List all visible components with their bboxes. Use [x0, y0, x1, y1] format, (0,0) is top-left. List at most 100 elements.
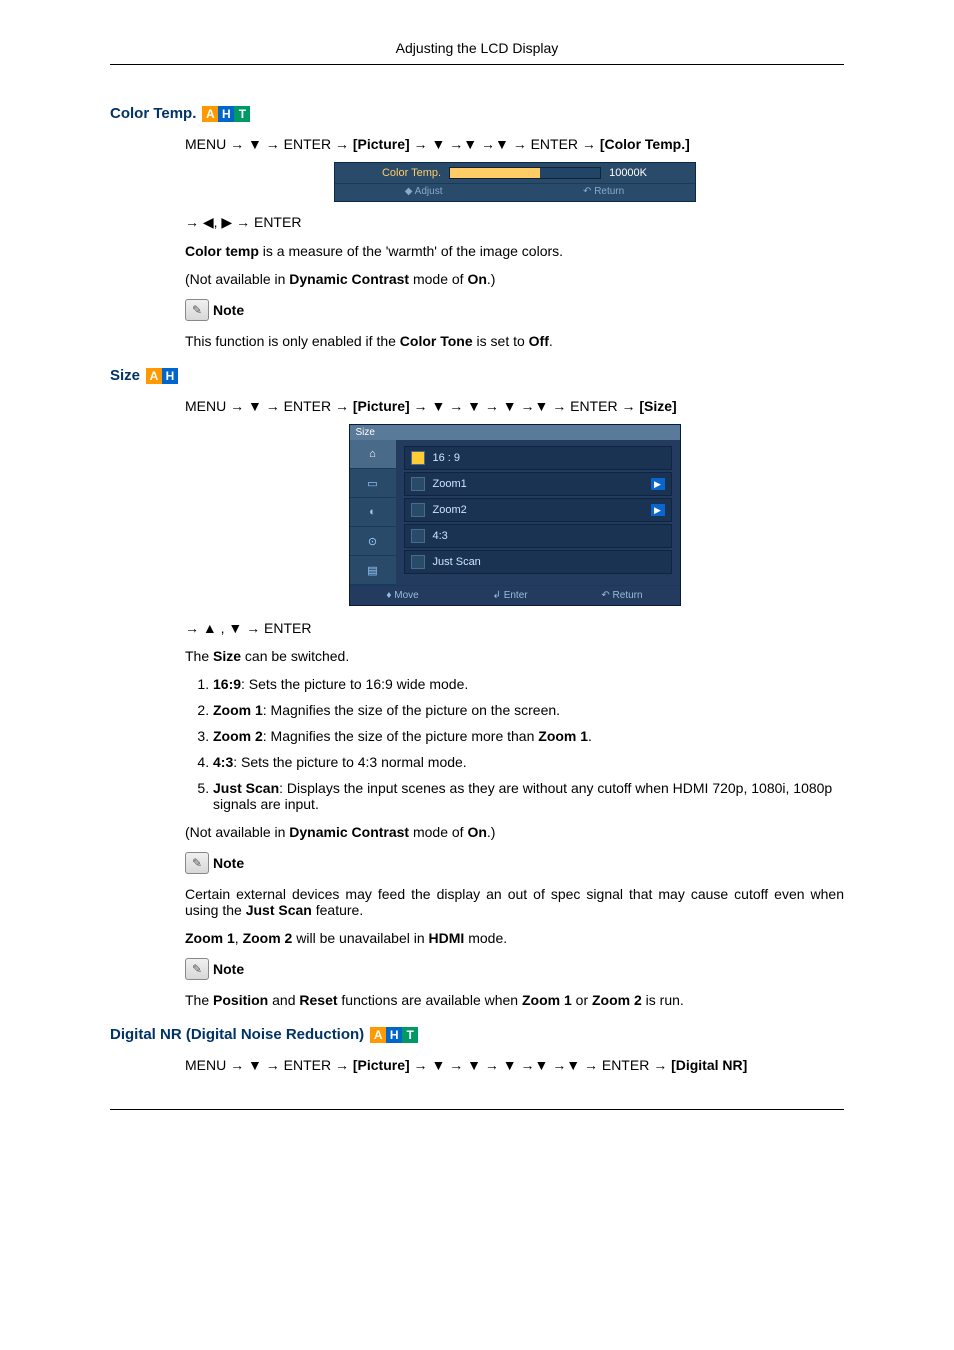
badge-a-icon: A — [370, 1027, 386, 1043]
paragraph: The Position and Reset functions are ava… — [185, 992, 844, 1008]
bold-text: Zoom 1 — [213, 702, 263, 718]
check-icon — [411, 451, 425, 465]
nav-text: → ▼ → ▼ → ▼ →▼ → ENTER → — [410, 398, 640, 414]
osd-tabs: ⌂ ▭ ◐ ⊙ ▤ — [350, 440, 396, 585]
text: is a measure of the 'warmth' of the imag… — [259, 243, 563, 259]
arrow-right-icon: ▶ — [651, 504, 665, 516]
list-item: 4:3: Sets the picture to 4:3 normal mode… — [213, 754, 844, 770]
osd-foot-enter: ↲ Enter — [493, 590, 528, 601]
option-label: 16 : 9 — [433, 452, 461, 464]
list-item: Zoom 2: Magnifies the size of the pictur… — [213, 728, 844, 744]
text: mode of — [409, 824, 467, 840]
text: can be switched. — [241, 648, 349, 664]
heading-text: Digital NR (Digital Noise Reduction) — [110, 1026, 364, 1043]
nav-path: MENU → ▼ → ENTER → [Picture] → ▼ →▼ →▼ →… — [185, 136, 844, 152]
bold-text: 4:3 — [213, 754, 233, 770]
tab-icon: ⊙ — [350, 527, 396, 556]
osd-option: 16 : 9 — [404, 446, 672, 470]
note-row: ✎ Note — [185, 852, 844, 874]
text: is set to — [473, 333, 529, 349]
osd-option: Just Scan — [404, 550, 672, 574]
tab-icon: ▭ — [350, 469, 396, 498]
bold-text: 16:9 — [213, 676, 241, 692]
osd-foot-adjust: ◆ Adjust — [405, 186, 443, 197]
nav-text: → ▼ → ▼ → ▼ →▼ →▼ → ENTER → — [410, 1057, 671, 1073]
bold-text: Color Tone — [400, 333, 473, 349]
text: .) — [487, 824, 496, 840]
osd-value: 10000K — [609, 167, 647, 179]
badge-h-icon: H — [162, 368, 178, 384]
option-label: Zoom2 — [433, 504, 467, 516]
text: .) — [487, 271, 496, 287]
text: . — [588, 728, 592, 744]
note-icon: ✎ — [185, 852, 209, 874]
text: . — [549, 333, 553, 349]
bold-text: On — [467, 824, 486, 840]
bold-text: Just Scan — [246, 902, 312, 918]
osd-label: Color Temp. — [382, 167, 441, 179]
note-icon: ✎ — [185, 299, 209, 321]
nav-text: → ▼ →▼ →▼ → ENTER → — [410, 136, 600, 152]
osd-options: 16 : 9 Zoom1▶ Zoom2▶ 4:3 Just Scan — [396, 440, 680, 585]
section-heading-size: Size A H — [110, 367, 844, 384]
heading-text: Color Temp. — [110, 105, 196, 122]
footer-rule — [110, 1109, 844, 1110]
slider-icon — [449, 167, 601, 179]
option-label: 4:3 — [433, 530, 448, 542]
bold-text: Zoom 2 — [213, 728, 263, 744]
bold-text: Zoom 2 — [592, 992, 642, 1008]
text: : Sets the picture to 16:9 wide mode. — [241, 676, 468, 692]
check-icon — [411, 555, 425, 569]
bold-text: Zoom 1 — [538, 728, 588, 744]
list-item: Zoom 1: Magnifies the size of the pictur… — [213, 702, 844, 718]
tab-icon: ▤ — [350, 556, 396, 585]
badge-a-icon: A — [146, 368, 162, 384]
osd-foot-return: ↶ Return — [583, 186, 624, 197]
arrow-right-icon: ▶ — [651, 478, 665, 490]
text: : Magnifies the size of the picture more… — [263, 728, 538, 744]
section-heading-digitalnr: Digital NR (Digital Noise Reduction) A H… — [110, 1026, 844, 1043]
text: : Magnifies the size of the picture on t… — [263, 702, 560, 718]
text: The — [185, 648, 213, 664]
text: will be unavailabel in — [292, 930, 428, 946]
list-item: Just Scan: Displays the input scenes as … — [213, 780, 844, 812]
bold-text: Off — [529, 333, 549, 349]
nav-bracket: [Picture] — [353, 136, 410, 152]
badge-a-icon: A — [202, 106, 218, 122]
tab-icon: ◐ — [350, 498, 396, 527]
text: feature. — [312, 902, 363, 918]
tab-icon: ⌂ — [350, 440, 396, 469]
badge-h-icon: H — [386, 1027, 402, 1043]
note-label: Note — [213, 302, 244, 318]
note-label: Note — [213, 855, 244, 871]
heading-text: Size — [110, 367, 140, 384]
osd-foot-move: ♦ Move — [386, 590, 418, 601]
text: , — [235, 930, 243, 946]
paragraph: Certain external devices may feed the di… — [185, 886, 844, 918]
bold-text: HDMI — [429, 930, 465, 946]
check-icon — [411, 503, 425, 517]
section-heading-colortemp: Color Temp. A H T — [110, 105, 844, 122]
bold-text: Color temp — [185, 243, 259, 259]
badge-h-icon: H — [218, 106, 234, 122]
text: and — [268, 992, 299, 1008]
paragraph: (Not available in Dynamic Contrast mode … — [185, 271, 844, 287]
bold-text: Zoom 1 — [185, 930, 235, 946]
text: or — [572, 992, 592, 1008]
paragraph: (Not available in Dynamic Contrast mode … — [185, 824, 844, 840]
bold-text: Reset — [299, 992, 337, 1008]
nav-path-2: → ◀, ▶ → ENTER — [185, 214, 844, 231]
badge-t-icon: T — [234, 106, 250, 122]
text: is run. — [642, 992, 684, 1008]
nav-text: MENU → ▼ → ENTER → — [185, 136, 353, 152]
badge-t-icon: T — [402, 1027, 418, 1043]
nav-bracket: [Picture] — [353, 398, 410, 414]
nav-bracket: [Size] — [639, 398, 676, 414]
osd-title: Size — [350, 425, 680, 440]
text: functions are available when — [338, 992, 522, 1008]
text: (Not available in — [185, 824, 289, 840]
check-icon — [411, 529, 425, 543]
nav-bracket: [Color Temp.] — [600, 136, 690, 152]
nav-path-2: → ▲ , ▼ → ENTER — [185, 620, 844, 636]
nav-text: MENU → ▼ → ENTER → — [185, 398, 353, 414]
